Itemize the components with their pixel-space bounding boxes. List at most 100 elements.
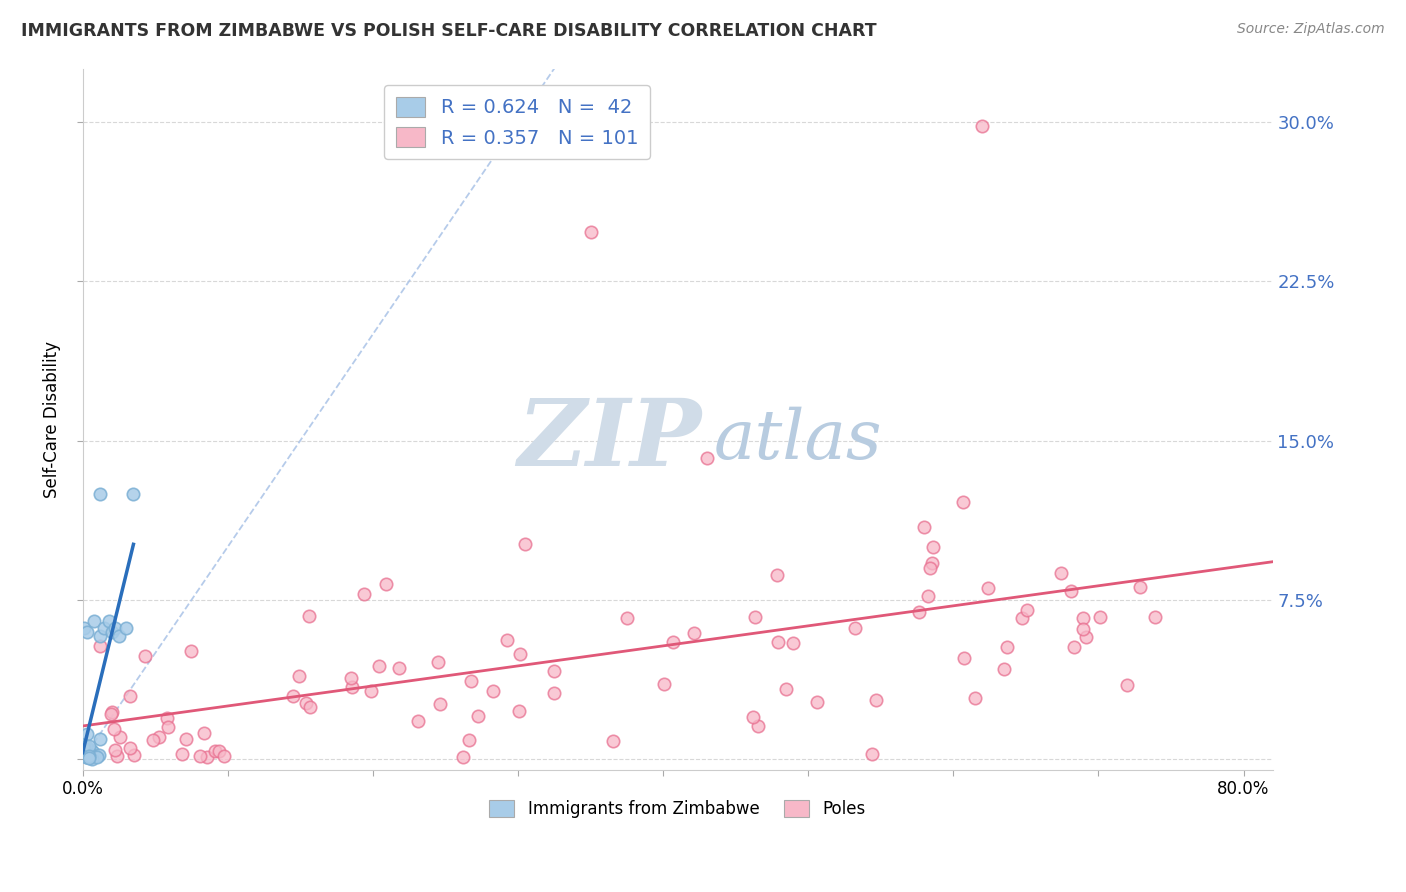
Point xyxy=(1071,622,1094,636)
Point xyxy=(1011,611,1033,625)
Point xyxy=(652,676,675,690)
Point xyxy=(508,704,530,718)
Point xyxy=(89,629,111,643)
Point xyxy=(993,662,1015,676)
Point xyxy=(912,520,935,534)
Point xyxy=(93,621,115,635)
Point xyxy=(917,589,939,603)
Point xyxy=(89,486,111,500)
Point xyxy=(73,739,96,753)
Point xyxy=(120,689,142,703)
Point xyxy=(73,742,96,756)
Point xyxy=(696,450,718,465)
Point xyxy=(977,582,1000,596)
Point xyxy=(76,624,98,639)
Point xyxy=(460,673,482,688)
Point xyxy=(298,699,321,714)
Point xyxy=(921,557,943,571)
Point xyxy=(180,644,202,658)
Point xyxy=(543,664,565,678)
Point xyxy=(195,749,218,764)
Point xyxy=(142,733,165,747)
Point xyxy=(118,740,141,755)
Point xyxy=(1116,678,1139,692)
Text: atlas: atlas xyxy=(713,407,882,474)
Point xyxy=(170,747,193,762)
Point xyxy=(103,621,125,635)
Point xyxy=(995,640,1018,654)
Point xyxy=(467,709,489,723)
Point xyxy=(427,655,450,669)
Text: Source: ZipAtlas.com: Source: ZipAtlas.com xyxy=(1237,22,1385,37)
Legend: Immigrants from Zimbabwe, Poles: Immigrants from Zimbabwe, Poles xyxy=(482,793,873,825)
Point xyxy=(509,647,531,661)
Point xyxy=(1050,566,1073,580)
Point xyxy=(368,659,391,673)
Point xyxy=(298,608,321,623)
Point xyxy=(80,742,103,756)
Point xyxy=(543,686,565,700)
Point xyxy=(766,634,789,648)
Point xyxy=(108,629,131,643)
Point xyxy=(75,749,97,764)
Point xyxy=(77,751,100,765)
Point xyxy=(76,750,98,764)
Point xyxy=(281,689,304,703)
Point xyxy=(806,695,828,709)
Point xyxy=(89,732,111,747)
Point xyxy=(952,495,974,509)
Point xyxy=(339,671,361,685)
Point xyxy=(288,669,311,683)
Point xyxy=(193,726,215,740)
Point xyxy=(616,611,638,625)
Point xyxy=(80,752,103,766)
Point xyxy=(73,621,96,635)
Point xyxy=(513,537,536,551)
Point xyxy=(72,740,94,755)
Point xyxy=(83,614,105,628)
Point xyxy=(1017,603,1039,617)
Point xyxy=(73,746,96,760)
Text: ZIP: ZIP xyxy=(517,395,702,485)
Point xyxy=(188,749,211,764)
Y-axis label: Self-Care Disability: Self-Care Disability xyxy=(44,341,60,498)
Point xyxy=(742,710,765,724)
Point xyxy=(387,661,409,675)
Point xyxy=(104,743,127,757)
Point xyxy=(157,720,180,734)
Point xyxy=(100,624,122,639)
Point xyxy=(458,732,481,747)
Point xyxy=(406,714,429,728)
Point xyxy=(1088,610,1111,624)
Point xyxy=(77,739,100,754)
Point xyxy=(921,540,943,554)
Point xyxy=(75,745,97,759)
Point xyxy=(495,632,517,647)
Point xyxy=(972,119,994,133)
Point xyxy=(103,722,125,736)
Point xyxy=(451,750,474,764)
Point xyxy=(481,684,503,698)
Point xyxy=(204,744,226,758)
Point xyxy=(82,745,104,759)
Point xyxy=(662,635,685,649)
Point xyxy=(100,707,122,722)
Point xyxy=(82,745,104,759)
Point xyxy=(75,739,97,754)
Point xyxy=(429,697,451,711)
Point xyxy=(775,682,797,697)
Point xyxy=(89,639,111,653)
Point xyxy=(105,749,128,764)
Point xyxy=(682,625,704,640)
Point xyxy=(918,561,941,575)
Point xyxy=(86,749,108,764)
Point xyxy=(602,734,624,748)
Text: IMMIGRANTS FROM ZIMBABWE VS POLISH SELF-CARE DISABILITY CORRELATION CHART: IMMIGRANTS FROM ZIMBABWE VS POLISH SELF-… xyxy=(21,22,877,40)
Point xyxy=(340,680,363,694)
Point xyxy=(87,748,110,763)
Point xyxy=(1063,640,1085,654)
Point xyxy=(83,747,105,762)
Point xyxy=(865,693,887,707)
Point xyxy=(212,748,235,763)
Point xyxy=(963,690,986,705)
